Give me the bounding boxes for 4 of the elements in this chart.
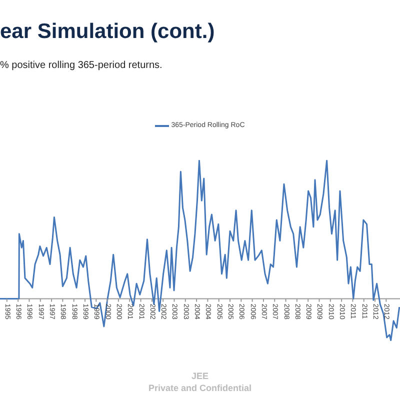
chart-title: ear Simulation (cont.) bbox=[0, 20, 215, 44]
chart-subtitle: % positive rolling 365-period returns. bbox=[0, 60, 162, 71]
text: JEE bbox=[190, 370, 210, 382]
text: Private and Confidential bbox=[147, 382, 253, 394]
